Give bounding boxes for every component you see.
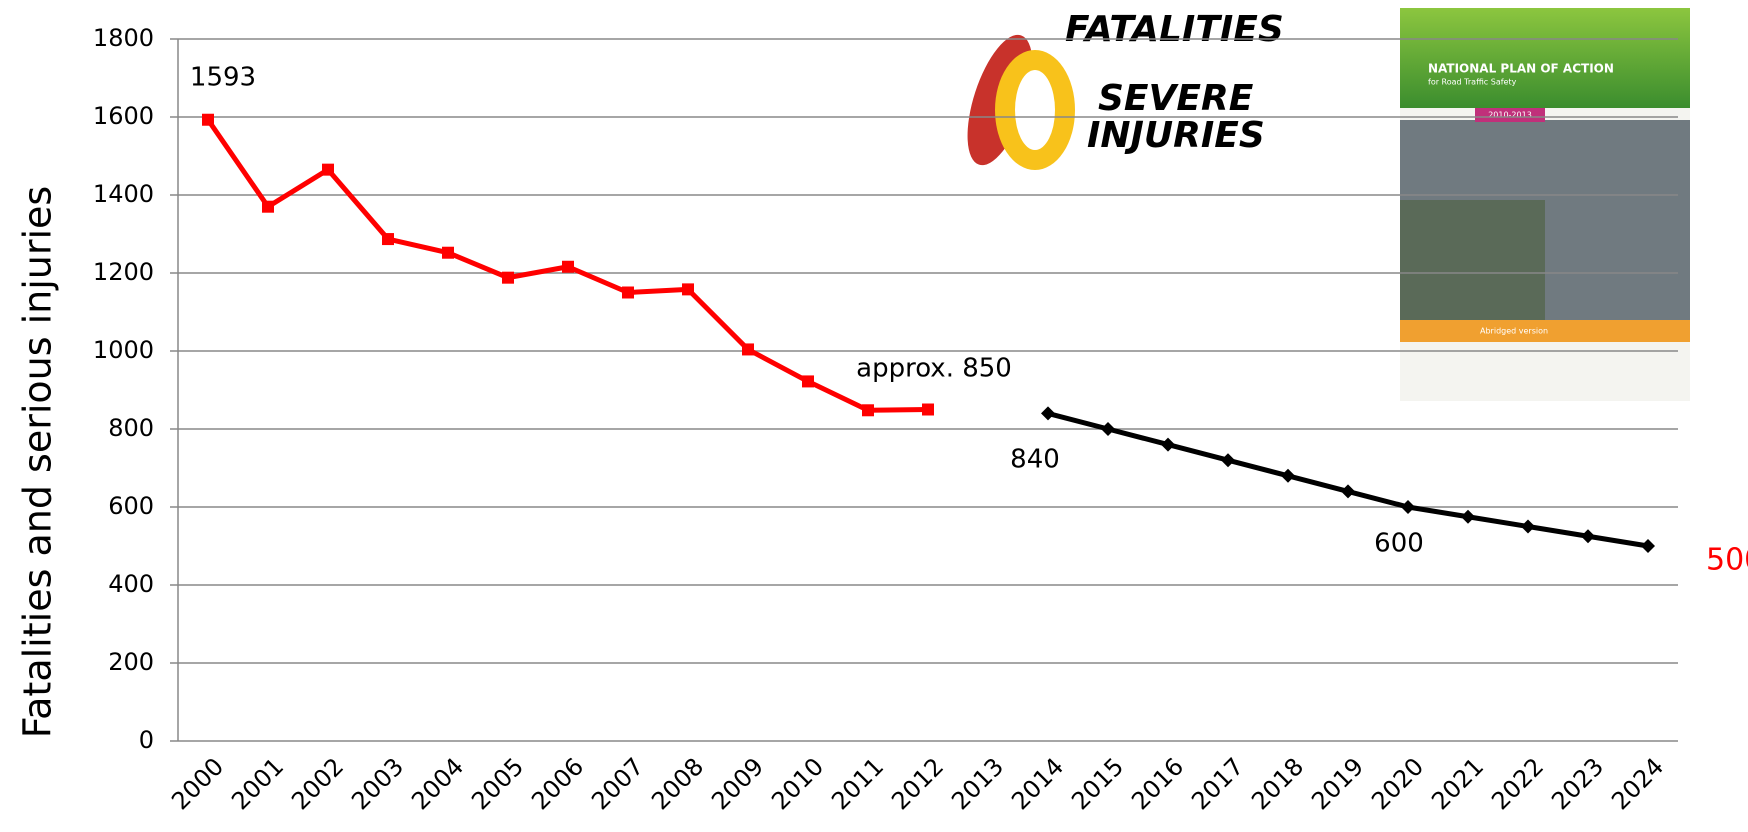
x-tick-label: 2012 xyxy=(886,752,949,815)
marker xyxy=(1581,529,1595,543)
marker xyxy=(1101,422,1115,436)
y-tick-label: 1600 xyxy=(93,102,154,130)
y-tick-label: 200 xyxy=(108,648,154,676)
booklet-header xyxy=(1400,8,1690,108)
x-tick-label: 2006 xyxy=(526,752,589,815)
logo-text: INJURIES xyxy=(1087,115,1265,156)
x-tick-label: 2003 xyxy=(346,752,409,815)
booklet-photo xyxy=(1400,200,1545,320)
chart: Fatalities and serious injuries FATALITI… xyxy=(0,0,1748,832)
x-tick-label: 2010 xyxy=(766,752,829,815)
marker xyxy=(1221,453,1235,467)
marker xyxy=(1461,510,1475,524)
x-tick-label: 2011 xyxy=(826,752,889,815)
marker xyxy=(1161,438,1175,452)
marker xyxy=(1641,539,1655,553)
marker xyxy=(442,247,454,259)
booklet: NATIONAL PLAN OF ACTION for Road Traffic… xyxy=(1400,8,1690,401)
x-tick-label: 2023 xyxy=(1546,752,1609,815)
marker xyxy=(1521,520,1535,534)
x-tick-label: 2016 xyxy=(1126,752,1189,815)
marker xyxy=(322,164,334,176)
marker xyxy=(802,375,814,387)
y-tick-label: 0 xyxy=(139,726,154,754)
booklet-title: NATIONAL PLAN OF ACTION xyxy=(1428,62,1614,76)
annotation: approx. 850 xyxy=(856,354,1012,384)
booklet-subtitle: for Road Traffic Safety xyxy=(1428,78,1517,87)
y-tick-label: 1800 xyxy=(93,24,154,52)
marker xyxy=(262,201,274,213)
y-tick-label: 400 xyxy=(108,570,154,598)
marker xyxy=(1041,406,1055,420)
x-tick-label: 2020 xyxy=(1366,752,1429,815)
annotation: 1593 xyxy=(190,63,256,93)
logo-text: SEVERE xyxy=(1098,78,1254,119)
marker xyxy=(862,404,874,416)
x-tick-label: 2017 xyxy=(1186,752,1249,815)
series-line xyxy=(1048,413,1648,546)
marker xyxy=(562,261,574,273)
y-tick-label: 800 xyxy=(108,414,154,442)
logo-text: FATALITIES xyxy=(1065,9,1284,50)
x-tick-label: 2022 xyxy=(1486,752,1549,815)
y-tick-label: 1000 xyxy=(93,336,154,364)
marker xyxy=(682,283,694,295)
y-tick-label: 1200 xyxy=(93,258,154,286)
y-axis-label: Fatalities and serious injuries xyxy=(16,186,60,738)
x-tick-label: 2018 xyxy=(1246,752,1309,815)
x-tick-label: 2013 xyxy=(946,752,1009,815)
x-tick-label: 2008 xyxy=(646,752,709,815)
marker xyxy=(922,404,934,416)
marker xyxy=(1401,500,1415,514)
x-tick-label: 2015 xyxy=(1066,752,1129,815)
marker xyxy=(622,287,634,299)
logo-zero-hole xyxy=(1015,70,1055,150)
annotation: 600 xyxy=(1374,529,1424,559)
x-tick-label: 2002 xyxy=(286,752,349,815)
marker xyxy=(742,343,754,355)
marker xyxy=(1281,469,1295,483)
x-tick-label: 2014 xyxy=(1006,752,1069,815)
x-tick-label: 2019 xyxy=(1306,752,1369,815)
logo: FATALITIES SEVERE INJURIES xyxy=(954,9,1284,173)
annotation: 840 xyxy=(1010,445,1060,475)
booklet-period: 2010-2013 xyxy=(1488,111,1532,120)
annotation: 500 xyxy=(1706,543,1748,578)
x-tick-label: 2007 xyxy=(586,752,649,815)
x-tick-label: 2005 xyxy=(466,752,529,815)
x-tick-label: 2004 xyxy=(406,752,469,815)
x-tick-label: 2021 xyxy=(1426,752,1489,815)
x-tick-label: 2024 xyxy=(1606,752,1669,815)
y-tick-label: 600 xyxy=(108,492,154,520)
marker xyxy=(382,233,394,245)
x-tick-label: 2001 xyxy=(226,752,289,815)
x-tick-label: 2009 xyxy=(706,752,769,815)
booklet-edition: Abridged version xyxy=(1480,327,1548,336)
marker xyxy=(1341,484,1355,498)
marker xyxy=(202,114,214,126)
y-tick-label: 1400 xyxy=(93,180,154,208)
x-tick-label: 2000 xyxy=(166,752,229,815)
marker xyxy=(502,272,514,284)
